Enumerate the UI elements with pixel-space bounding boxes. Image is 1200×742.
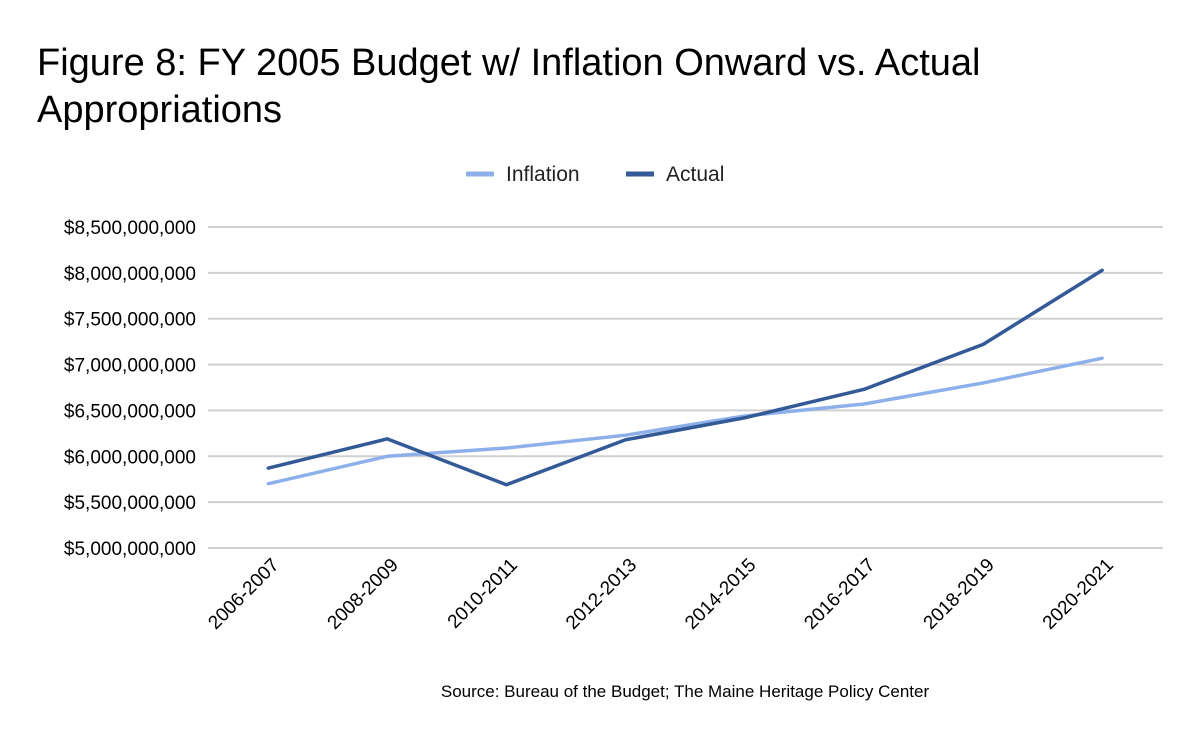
source-note: Source: Bureau of the Budget; The Maine … <box>440 682 930 701</box>
chart-title: Figure 8: FY 2005 Budget w/ Inflation On… <box>37 42 981 131</box>
data-point-inflation <box>862 402 866 406</box>
y-tick-label: $6,000,000,000 <box>64 447 196 468</box>
data-point-inflation <box>624 433 628 437</box>
y-tick-label: $5,000,000,000 <box>64 539 196 560</box>
legend-label: Inflation <box>506 163 580 186</box>
x-tick-label: 2008-2009 <box>324 555 403 634</box>
data-point-inflation <box>504 446 508 450</box>
x-tick-label: 2006-2007 <box>204 555 283 634</box>
data-point-actual <box>862 387 866 391</box>
x-tick-label: 2014-2015 <box>681 555 760 634</box>
data-point-actual <box>1100 268 1104 272</box>
data-point-actual <box>624 438 628 442</box>
data-point-inflation <box>1100 356 1104 360</box>
data-point-inflation <box>981 381 985 385</box>
data-point-actual <box>385 437 389 441</box>
y-tick-label: $8,000,000,000 <box>64 264 196 285</box>
y-tick-label: $6,500,000,000 <box>64 401 196 422</box>
x-tick-label: 2010-2011 <box>444 555 522 633</box>
x-tick-label: 2012-2013 <box>562 555 641 634</box>
data-point-inflation <box>385 454 389 458</box>
series-line-inflation <box>267 356 1103 486</box>
data-point-inflation <box>266 482 270 486</box>
y-tick-label: $7,500,000,000 <box>64 310 196 331</box>
data-point-actual <box>266 466 270 470</box>
legend-label: Actual <box>666 163 724 186</box>
x-tick-label: 2018-2019 <box>920 555 999 634</box>
y-tick-label: $8,500,000,000 <box>64 218 196 239</box>
y-tick-label: $5,500,000,000 <box>64 493 196 514</box>
x-tick-label: 2016-2017 <box>800 555 879 634</box>
y-tick-label: $7,000,000,000 <box>64 356 196 377</box>
data-point-actual <box>981 342 985 346</box>
data-point-actual <box>743 416 747 420</box>
x-tick-label: 2020-2021 <box>1039 555 1118 634</box>
data-point-actual <box>504 483 508 487</box>
series-line-actual <box>267 268 1104 487</box>
